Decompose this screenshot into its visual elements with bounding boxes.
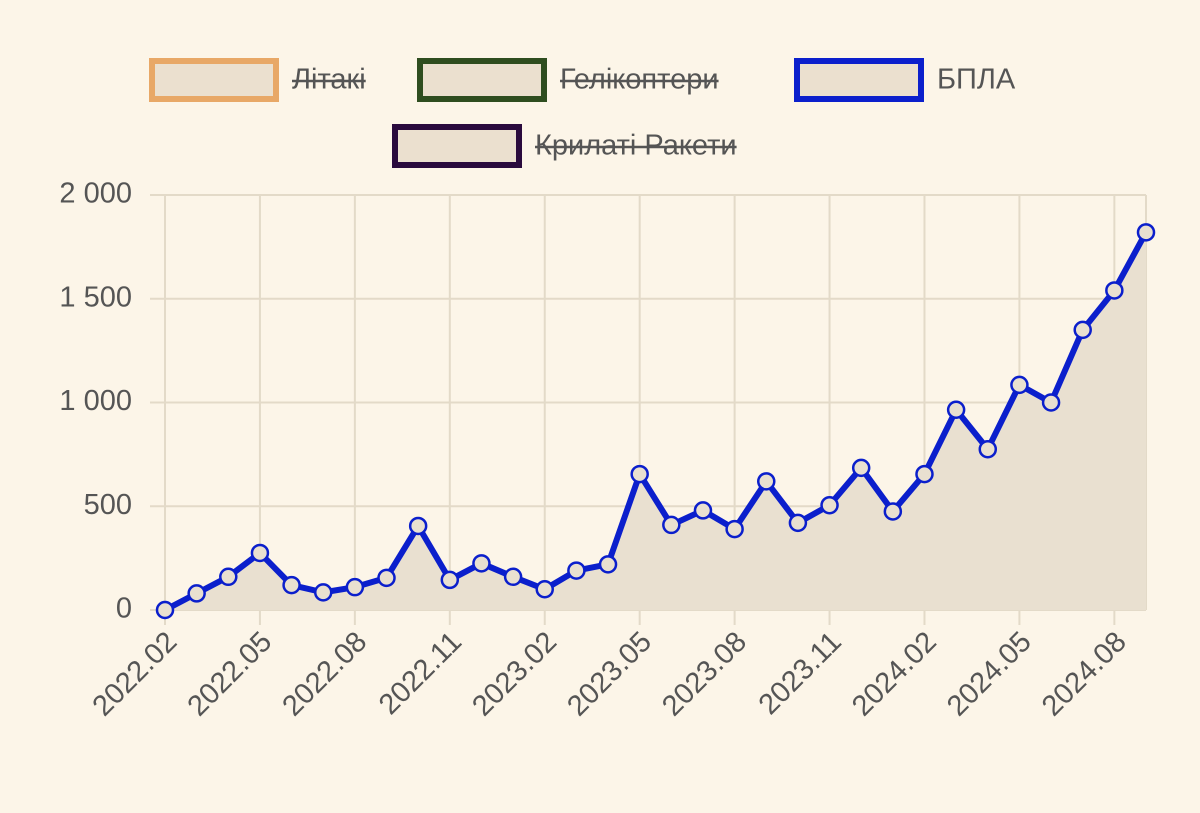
point <box>1073 320 1092 340</box>
legend-swatch <box>392 124 522 168</box>
y-tick-label: 1 500 <box>59 281 132 313</box>
point <box>693 501 713 520</box>
point <box>313 583 333 602</box>
point <box>1041 393 1061 412</box>
legend-swatch <box>149 58 279 102</box>
point <box>883 502 903 521</box>
point <box>757 472 776 491</box>
x-tick-label: 2024.02 <box>846 626 943 723</box>
point <box>662 515 681 535</box>
legend-item: Гелікоптери <box>417 58 719 102</box>
x-tick-label: 2022.05 <box>182 626 279 723</box>
x-tick-label: 2023.02 <box>466 626 563 723</box>
point <box>851 458 871 478</box>
legend-label: Гелікоптери <box>560 64 719 96</box>
point <box>503 567 523 587</box>
x-tick-label: 2024.08 <box>1036 626 1133 723</box>
point <box>440 570 460 590</box>
point <box>345 577 365 597</box>
point <box>1010 375 1029 395</box>
point <box>946 400 966 420</box>
point <box>788 513 808 533</box>
point <box>725 519 744 539</box>
x-tick-label: 2023.08 <box>656 626 753 723</box>
point <box>250 543 270 563</box>
point <box>282 575 301 595</box>
legend-label: Літакі <box>292 64 366 96</box>
point <box>1136 223 1156 242</box>
x-tick-label: 2023.11 <box>753 626 848 721</box>
legend-item: БПЛА <box>794 58 1016 102</box>
point <box>408 516 428 536</box>
point <box>978 439 998 459</box>
point <box>535 580 554 599</box>
legend-label: БПЛА <box>937 64 1016 96</box>
point <box>820 495 839 515</box>
point <box>630 464 649 484</box>
point <box>567 561 586 580</box>
legend-swatch <box>417 58 547 102</box>
point <box>472 554 491 573</box>
x-tick-label: 2022.08 <box>276 626 373 723</box>
legend-label: Крилаті Ракети <box>535 130 737 162</box>
y-tick-label: 500 <box>84 489 132 521</box>
x-tick-label: 2023.05 <box>561 626 658 723</box>
point <box>187 584 206 603</box>
legend-item: Літакі <box>149 58 366 102</box>
point <box>915 464 934 484</box>
x-tick-label: 2022.11 <box>373 626 468 721</box>
point <box>1105 281 1124 300</box>
legend-item: Крилаті Ракети <box>392 124 737 168</box>
y-tick-label: 0 <box>116 593 132 625</box>
y-tick-label: 1 000 <box>59 385 132 417</box>
point <box>219 567 238 587</box>
point <box>377 568 396 588</box>
x-tick-label: 2022.02 <box>87 626 184 723</box>
y-tick-label: 2 000 <box>59 178 132 210</box>
legend-swatch <box>794 58 924 102</box>
point <box>155 600 175 620</box>
x-tick-label: 2024.05 <box>941 626 1038 723</box>
point <box>598 555 618 574</box>
